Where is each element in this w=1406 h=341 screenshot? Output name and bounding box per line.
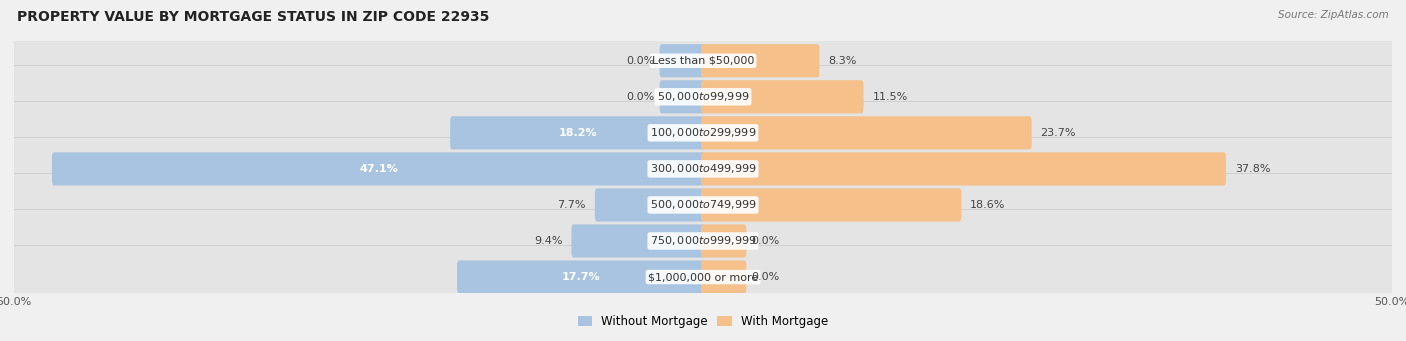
FancyBboxPatch shape bbox=[702, 116, 1032, 149]
Text: $750,000 to $999,999: $750,000 to $999,999 bbox=[650, 235, 756, 248]
Text: 11.5%: 11.5% bbox=[873, 92, 908, 102]
FancyBboxPatch shape bbox=[457, 261, 704, 294]
Text: $500,000 to $749,999: $500,000 to $749,999 bbox=[650, 198, 756, 211]
Text: $1,000,000 or more: $1,000,000 or more bbox=[648, 272, 758, 282]
FancyBboxPatch shape bbox=[702, 188, 962, 222]
FancyBboxPatch shape bbox=[659, 44, 704, 77]
FancyBboxPatch shape bbox=[702, 80, 863, 113]
FancyBboxPatch shape bbox=[3, 174, 1403, 236]
Text: 0.0%: 0.0% bbox=[751, 272, 779, 282]
FancyBboxPatch shape bbox=[659, 80, 704, 113]
FancyBboxPatch shape bbox=[3, 65, 1403, 128]
Text: $100,000 to $299,999: $100,000 to $299,999 bbox=[650, 127, 756, 139]
Text: 8.3%: 8.3% bbox=[828, 56, 856, 66]
FancyBboxPatch shape bbox=[3, 102, 1403, 164]
Text: 0.0%: 0.0% bbox=[627, 56, 655, 66]
FancyBboxPatch shape bbox=[3, 137, 1403, 200]
FancyBboxPatch shape bbox=[450, 116, 704, 149]
Text: Less than $50,000: Less than $50,000 bbox=[652, 56, 754, 66]
Text: $300,000 to $499,999: $300,000 to $499,999 bbox=[650, 162, 756, 175]
FancyBboxPatch shape bbox=[3, 29, 1403, 92]
FancyBboxPatch shape bbox=[3, 210, 1403, 272]
FancyBboxPatch shape bbox=[702, 152, 1226, 186]
FancyBboxPatch shape bbox=[52, 152, 704, 186]
Text: 18.2%: 18.2% bbox=[558, 128, 598, 138]
Text: Source: ZipAtlas.com: Source: ZipAtlas.com bbox=[1278, 10, 1389, 20]
Text: 0.0%: 0.0% bbox=[751, 236, 779, 246]
Text: 17.7%: 17.7% bbox=[562, 272, 600, 282]
Text: 37.8%: 37.8% bbox=[1234, 164, 1271, 174]
Text: $50,000 to $99,999: $50,000 to $99,999 bbox=[657, 90, 749, 103]
Text: 0.0%: 0.0% bbox=[627, 92, 655, 102]
FancyBboxPatch shape bbox=[702, 224, 747, 257]
FancyBboxPatch shape bbox=[702, 261, 747, 294]
Text: 7.7%: 7.7% bbox=[557, 200, 586, 210]
Legend: Without Mortgage, With Mortgage: Without Mortgage, With Mortgage bbox=[574, 310, 832, 333]
Text: 47.1%: 47.1% bbox=[359, 164, 398, 174]
FancyBboxPatch shape bbox=[3, 246, 1403, 308]
Text: 18.6%: 18.6% bbox=[970, 200, 1005, 210]
FancyBboxPatch shape bbox=[595, 188, 704, 222]
Text: PROPERTY VALUE BY MORTGAGE STATUS IN ZIP CODE 22935: PROPERTY VALUE BY MORTGAGE STATUS IN ZIP… bbox=[17, 10, 489, 24]
FancyBboxPatch shape bbox=[702, 44, 820, 77]
Text: 9.4%: 9.4% bbox=[534, 236, 562, 246]
Text: 23.7%: 23.7% bbox=[1040, 128, 1076, 138]
FancyBboxPatch shape bbox=[571, 224, 704, 257]
